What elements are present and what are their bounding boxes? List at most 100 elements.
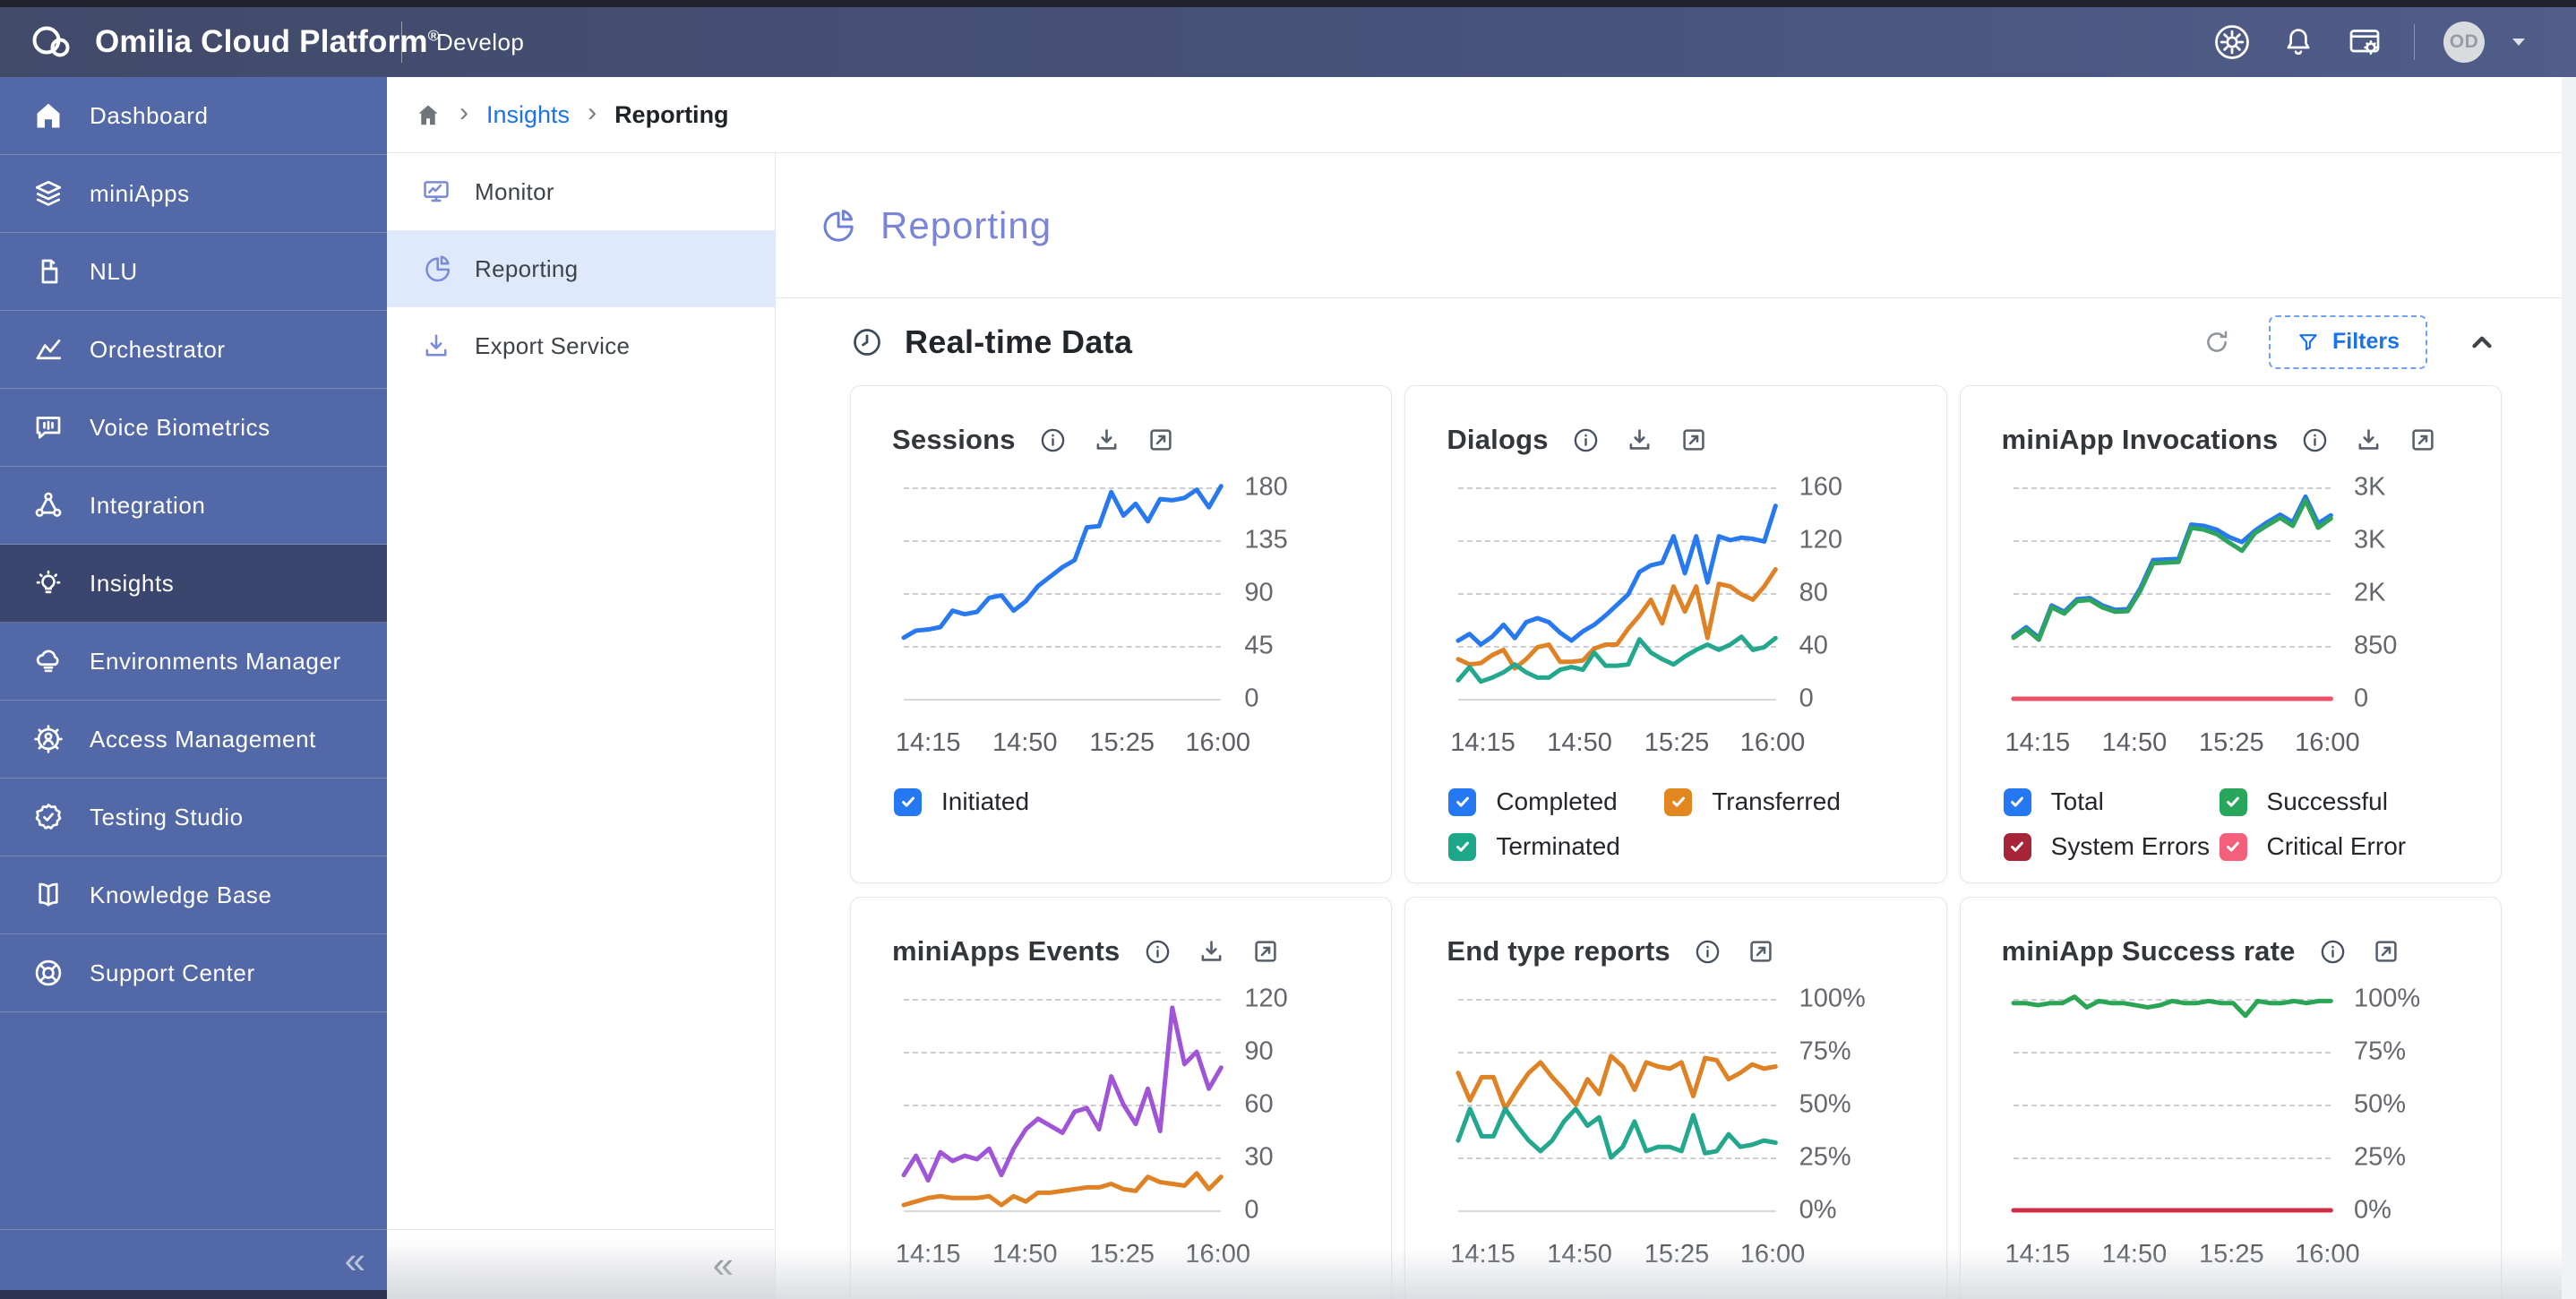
chart-canvas[interactable] xyxy=(2013,999,2331,1212)
sidebar-item-nlu[interactable]: NLU xyxy=(0,233,387,311)
sidebar-item-voice-biometrics[interactable]: Voice Biometrics xyxy=(0,389,387,467)
settings-gear-icon[interactable] xyxy=(2211,22,2253,63)
scrollbar-track[interactable] xyxy=(2562,77,2576,1299)
filters-button[interactable]: Filters xyxy=(2269,314,2427,369)
sidebar-item-knowledge-base[interactable]: Knowledge Base xyxy=(0,856,387,934)
info-icon[interactable] xyxy=(1144,938,1172,966)
chart-canvas[interactable] xyxy=(1458,999,1776,1212)
chart-card-dialogs: Dialogs 160 120 80 40 0 14:15 14:50 15:25 16:00… xyxy=(1404,385,1947,883)
sidebar-item-miniapps[interactable]: miniApps xyxy=(0,155,387,233)
submenu-item-reporting[interactable]: Reporting xyxy=(387,230,775,307)
legend-checkbox[interactable] xyxy=(2003,832,2031,861)
info-icon[interactable] xyxy=(2319,938,2347,966)
refresh-icon[interactable] xyxy=(2199,324,2235,360)
sidebar-item-integration[interactable]: Integration xyxy=(0,467,387,545)
x-axis-label: 14:15 xyxy=(895,1240,961,1269)
sidebar-item-dashboard[interactable]: Dashboard xyxy=(0,77,387,155)
brand: Omilia Cloud Platform® xyxy=(0,22,439,62)
open-in-window-icon[interactable] xyxy=(1251,937,1280,966)
breadcrumb-home-icon[interactable] xyxy=(415,101,442,128)
nodes-triangle-icon xyxy=(35,492,62,517)
legend-checkbox[interactable] xyxy=(1448,787,1477,816)
open-in-window-icon[interactable] xyxy=(1679,426,1708,454)
legend-label: Total xyxy=(2050,787,2104,815)
info-icon[interactable] xyxy=(1694,938,1722,966)
gridline xyxy=(2013,1105,2331,1106)
collapse-panel-chevron-icon[interactable] xyxy=(2467,327,2497,357)
open-in-window-icon[interactable] xyxy=(2372,937,2400,966)
chart-canvas[interactable] xyxy=(1458,487,1776,701)
gridline xyxy=(1458,487,1776,489)
y-axis-label: 100% xyxy=(1799,984,1866,1013)
y-axis-label: 75% xyxy=(1799,1037,1851,1066)
legend-checkbox[interactable] xyxy=(894,787,922,816)
download-icon[interactable] xyxy=(1625,426,1654,455)
gridline xyxy=(2013,540,2331,542)
legend-label: System Errors xyxy=(2050,832,2211,860)
avatar[interactable]: OD xyxy=(2443,22,2485,63)
open-in-window-icon[interactable] xyxy=(1747,937,1775,966)
gridline xyxy=(2013,1157,2331,1159)
chart-legend: Total Successful System Errors Critical Err… xyxy=(2003,787,2483,861)
x-axis: 14:15 14:50 15:25 16:00 xyxy=(2005,1240,2360,1272)
notifications-bell-icon[interactable] xyxy=(2278,22,2319,63)
info-icon[interactable] xyxy=(1572,426,1600,454)
series-line-orange-series xyxy=(1458,1056,1775,1109)
sidebar-item-testing-studio[interactable]: Testing Studio xyxy=(0,779,387,856)
submenu-item-monitor[interactable]: Monitor xyxy=(387,153,775,230)
legend-item-terminated: Terminated xyxy=(1448,832,1664,861)
download-icon[interactable] xyxy=(2354,426,2383,455)
legend-checkbox[interactable] xyxy=(2219,832,2247,861)
legend-checkbox[interactable] xyxy=(2219,787,2247,816)
tab-develop[interactable]: Develop xyxy=(436,28,525,56)
series-line-successful xyxy=(2014,501,2331,641)
y-axis: 3K 3K 2K 850 0 xyxy=(2340,473,2461,713)
sidebar-item-insights[interactable]: Insights xyxy=(0,545,387,623)
x-axis-label: 14:15 xyxy=(1450,728,1516,757)
download-tray-icon xyxy=(425,334,447,357)
collapse-sidebar-button[interactable]: « xyxy=(344,1238,365,1281)
info-icon[interactable] xyxy=(1039,426,1067,454)
chart-card-sessions: Sessions 180 135 90 45 0 14:15 14:50 15:25 16:0… xyxy=(850,385,1393,883)
chart-canvas[interactable] xyxy=(904,487,1222,701)
open-in-window-icon[interactable] xyxy=(2409,426,2437,454)
chart-canvas[interactable] xyxy=(2013,487,2331,701)
legend-checkbox[interactable] xyxy=(1448,832,1477,861)
sidebar-item-access-management[interactable]: Access Management xyxy=(0,701,387,779)
y-axis-label: 75% xyxy=(2353,1037,2407,1066)
legend-checkbox[interactable] xyxy=(1664,787,1693,816)
info-icon[interactable] xyxy=(2301,426,2329,454)
gridline xyxy=(904,1105,1222,1106)
x-axis-label: 14:50 xyxy=(1547,728,1612,757)
gridline xyxy=(2013,646,2331,648)
page-title-row: Reporting xyxy=(776,153,2576,298)
breadcrumb-link-insights[interactable]: Insights xyxy=(486,100,571,128)
collapse-submenu-button[interactable]: « xyxy=(712,1243,734,1286)
home-icon xyxy=(37,103,60,128)
open-book-icon xyxy=(39,882,58,907)
chart-title: End type reports xyxy=(1447,935,1670,967)
legend-checkbox[interactable] xyxy=(2003,787,2031,816)
y-axis-label: 50% xyxy=(2353,1089,2407,1119)
gridline xyxy=(904,487,1222,489)
sidebar-item-orchestrator[interactable]: Orchestrator xyxy=(0,311,387,389)
chart-canvas[interactable] xyxy=(904,999,1222,1212)
y-axis-label: 135 xyxy=(1244,525,1288,555)
gridline xyxy=(1458,1105,1776,1106)
main-content: Reporting Real-time Data xyxy=(776,153,2576,1299)
chart-card-miniapps-events: miniApps Events 120 90 60 30 0 14:15 14:50 15:… xyxy=(850,897,1393,1299)
sidebar-item-support-center[interactable]: Support Center xyxy=(0,934,387,1012)
legend-item-total: Total xyxy=(2003,787,2220,816)
avatar-caret-icon[interactable] xyxy=(2512,38,2526,47)
open-in-window-icon[interactable] xyxy=(1146,426,1175,454)
gridline xyxy=(2013,487,2331,489)
download-icon[interactable] xyxy=(1197,937,1226,967)
sidebar-item-environments-manager[interactable]: Environments Manager xyxy=(0,623,387,701)
y-axis-label: 3K xyxy=(2353,472,2386,502)
pie-chart-icon xyxy=(425,255,451,282)
submenu-item-export-service[interactable]: Export Service xyxy=(387,307,775,384)
series-line-completed xyxy=(1458,506,1775,645)
system-window-gear-icon[interactable] xyxy=(2344,22,2385,63)
download-icon[interactable] xyxy=(1092,426,1121,455)
